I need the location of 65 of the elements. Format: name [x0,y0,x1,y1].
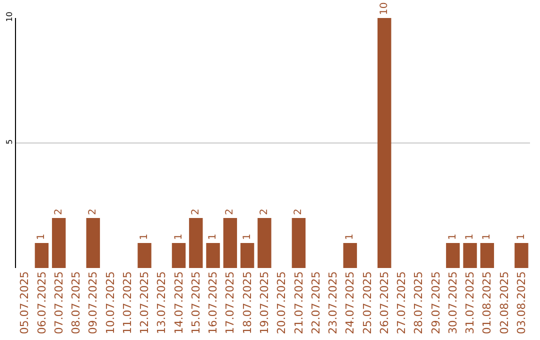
data-label: 1 [516,234,527,240]
x-tick-label: 01.08.2025 [480,271,494,334]
data-label: 2 [258,208,270,215]
bar [258,218,272,268]
x-tick-label: 05.07.2025 [18,271,32,334]
x-tick-label: 26.07.2025 [378,271,391,334]
x-tick-label: 03.08.2025 [515,271,528,334]
data-label: 2 [53,208,64,215]
x-tick-label: 28.07.2025 [412,271,426,334]
bar [378,18,392,268]
x-tick-label: 27.07.2025 [395,271,408,334]
x-tick-label: 23.07.2025 [326,271,340,334]
x-tick-label: 16.07.2025 [206,271,220,334]
data-label: 2 [293,208,304,215]
x-tick-label: 30.07.2025 [446,271,460,334]
data-label: 10 [378,2,390,15]
x-tick-label: 18.07.2025 [240,271,254,334]
x-tick-label: 11.07.2025 [120,271,134,334]
data-label: 1 [242,234,253,240]
bar [514,243,528,268]
x-tick-label: 24.07.2025 [344,271,357,334]
x-tick-label: 21.07.2025 [292,271,306,334]
bar [86,218,100,268]
x-tick-label: 14.07.2025 [172,271,186,334]
x-tick-label: 29.07.2025 [429,271,442,334]
x-tick-label: 20.07.2025 [275,271,288,334]
x-tick-label: 15.07.2025 [189,271,202,334]
bar [52,218,66,268]
bar [206,243,220,268]
bar [343,243,357,268]
data-label: 1 [464,234,476,240]
data-label: 2 [88,208,99,215]
bar [446,243,460,268]
x-tick-label: 02.08.2025 [498,271,511,334]
x-tick-label: 06.07.2025 [35,271,48,334]
x-tick-label: 09.07.2025 [86,271,100,334]
data-label: 1 [447,234,458,240]
x-tick-label: 13.07.2025 [155,271,168,334]
bar [292,218,306,268]
data-label: 1 [482,234,493,240]
bar [34,243,49,268]
data-label: 1 [36,234,48,240]
x-tick-label: 12.07.2025 [138,271,152,334]
bar [480,243,494,268]
x-tick-label: 08.07.2025 [70,271,83,334]
data-label: 1 [208,234,219,240]
bar [223,218,238,268]
data-label: 1 [173,234,184,240]
bar [138,243,152,268]
data-label: 1 [344,234,356,240]
data-label: 2 [190,208,202,215]
x-tick-label: 19.07.2025 [258,271,272,334]
bar [240,243,254,268]
x-tick-label: 10.07.2025 [104,271,117,334]
bar [172,243,186,268]
x-tick-label: 07.07.2025 [52,271,66,334]
bar [189,218,203,268]
x-tick-label: 17.07.2025 [224,271,237,334]
x-tick-label: 25.07.2025 [360,271,374,334]
data-label: 2 [224,208,236,215]
data-label: 1 [139,234,150,240]
bar [463,243,477,268]
x-tick-label: 22.07.2025 [309,271,322,334]
x-tick-label: 31.07.2025 [464,271,477,334]
y-tick-label: 5 [4,139,14,144]
